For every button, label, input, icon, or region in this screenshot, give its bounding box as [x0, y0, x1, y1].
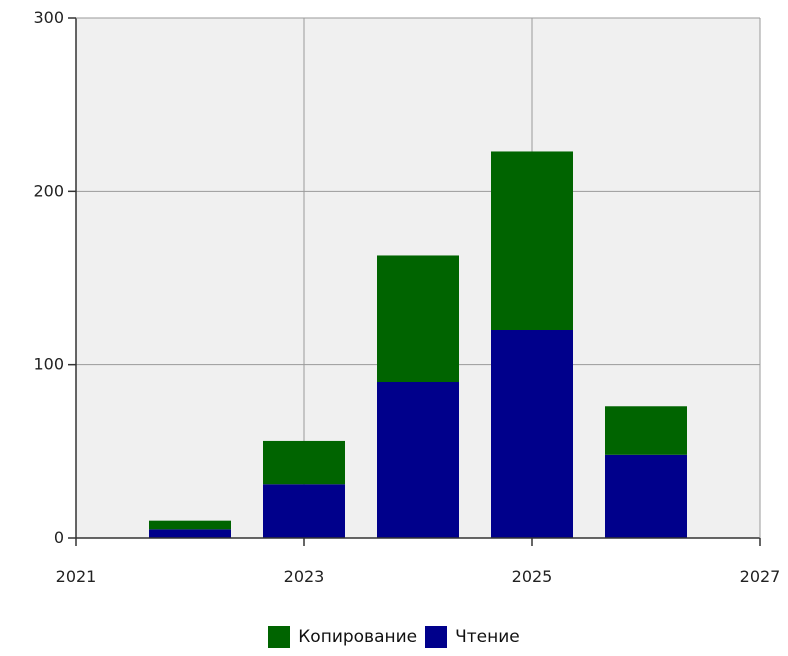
legend-swatch-reading	[425, 626, 448, 648]
bar-series-1-2025	[491, 151, 573, 330]
y-tick-label: 0	[54, 528, 64, 547]
bar-series-1-2023	[263, 440, 345, 485]
x-tick-label: 2025	[512, 567, 553, 586]
bar-series-0-2025	[491, 330, 573, 538]
legend-swatch-copying	[268, 626, 291, 648]
legend-item-reading: Чтение	[425, 626, 520, 648]
bar-series-0-2023	[263, 484, 345, 538]
legend-item-copying: Копирование	[268, 626, 417, 648]
bar-series-1-2026	[605, 406, 687, 455]
legend-label-copying: Копирование	[298, 627, 418, 647]
stacked-bar-chart: 0 100 200 300 2021 2023 2025 2027	[33, 8, 781, 586]
legend: Копирование Чтение	[0, 626, 788, 648]
y-tick-label: 100	[33, 355, 64, 374]
bar-series-0-2022	[149, 529, 231, 538]
bar-series-1-2022	[149, 520, 231, 530]
bar-series-0-2024	[377, 382, 459, 538]
bar-series-0-2026	[605, 454, 687, 538]
y-tick-label: 300	[33, 8, 64, 27]
x-tick-label: 2023	[284, 567, 325, 586]
y-tick-label: 200	[33, 181, 64, 200]
x-tick-label: 2021	[56, 567, 97, 586]
bar-series-1-2024	[377, 255, 459, 382]
x-tick-label: 2027	[740, 567, 781, 586]
legend-label-reading: Чтение	[455, 627, 520, 647]
